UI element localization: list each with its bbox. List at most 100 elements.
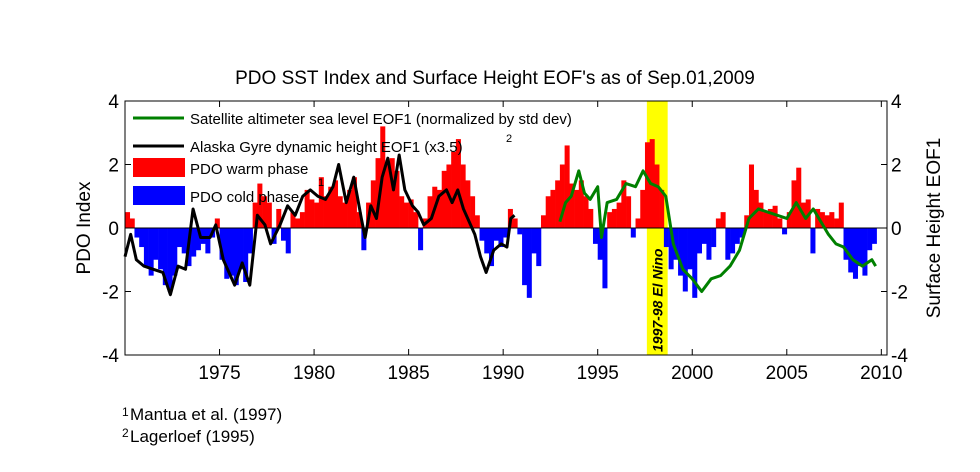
pdo-warm-bar: [427, 196, 433, 228]
alaska-gyre-line: [123, 153, 516, 297]
legend-label: Satellite altimeter sea level EOF1 (norm…: [190, 111, 572, 128]
pdo-cold-bar: [843, 228, 849, 260]
footnote-1-text: Mantua et al. (1997): [130, 405, 282, 424]
pdo-warm-bar: [257, 183, 263, 228]
y-tick-label-left: -4: [102, 346, 119, 367]
pdo-cold-bar: [195, 228, 201, 251]
pdo-warm-bar: [318, 177, 324, 228]
pdo-warm-bar: [559, 164, 565, 228]
pdo-cold-bar: [233, 228, 239, 286]
pdo-warm-bar: [545, 196, 551, 228]
pdo-cold-bar: [172, 228, 178, 276]
pdo-cold-bar: [517, 228, 523, 235]
pdo-warm-bar: [375, 158, 381, 228]
el-nino-label: 1997-98 El Nino: [649, 248, 665, 352]
pdo-cold-bar: [663, 228, 669, 248]
y-tick-label-right: -2: [891, 283, 908, 304]
pdo-warm-bar: [607, 212, 613, 228]
pdo-cold-bar: [484, 228, 490, 254]
pdo-warm-bar: [347, 189, 353, 228]
x-tick-label: 2000: [671, 363, 713, 384]
legend-footnote-mark: 2: [506, 133, 512, 145]
pdo-cold-bar: [488, 228, 495, 267]
pdo-warm-bar: [465, 180, 471, 228]
pdo-cold-bar: [597, 228, 603, 260]
pdo-cold-bar: [701, 228, 707, 244]
plot-area: 1997-98 El Nino: [123, 101, 887, 355]
pdo-cold-bar: [243, 228, 249, 282]
pdo-cold-bar: [143, 228, 149, 267]
pdo-cold-bar: [498, 228, 504, 248]
pdo-warm-bar: [626, 196, 632, 228]
pdo-cold-bar: [205, 228, 211, 254]
y-tick-label-left: 4: [108, 92, 119, 113]
pdo-cold-bar: [536, 228, 542, 267]
pdo-warm-bar: [829, 212, 835, 228]
pdo-warm-bar: [266, 202, 272, 228]
pdo-cold-bar: [493, 228, 499, 241]
pdo-warm-bar: [295, 218, 301, 228]
pdo-warm-bar: [555, 180, 561, 228]
pdo-cold-bar: [176, 228, 183, 248]
pdo-warm-bar: [588, 208, 594, 228]
pdo-warm-bar: [125, 212, 131, 228]
pdo-warm-bar: [332, 180, 339, 228]
pdo-warm-bar: [512, 218, 518, 228]
pdo-warm-bar: [583, 196, 589, 228]
pdo-cold-bar: [592, 228, 599, 244]
legend-label: Alaska Gyre dynamic height EOF1 (x3.5): [190, 139, 463, 156]
pdo-cold-bar: [668, 228, 674, 270]
pdo-cold-bar: [857, 228, 863, 267]
pdo-warm-bar: [299, 212, 305, 228]
pdo-cold-bar: [725, 228, 731, 260]
pdo-warm-bar: [314, 202, 320, 228]
pdo-warm-bar: [337, 196, 343, 228]
pdo-cold-bar: [224, 228, 230, 279]
pdo-cold-bar: [361, 228, 367, 251]
pdo-warm-bar: [644, 142, 651, 228]
y-axis-label-left: PDO Index: [74, 181, 95, 274]
legend: Satellite altimeter sea level EOF1 (norm…: [133, 111, 572, 206]
pdo-warm-bar: [659, 189, 665, 228]
pdo-cold-bar: [181, 228, 187, 254]
pdo-cold-bar: [134, 228, 140, 238]
pdo-cold-bar: [696, 228, 702, 254]
x-tick-label: 2010: [860, 363, 902, 384]
pdo-warm-bar: [389, 158, 395, 228]
pdo-warm-bar: [640, 189, 646, 228]
pdo-cold-bar: [531, 228, 537, 254]
pdo-warm-bar: [635, 218, 641, 228]
pdo-warm-bar: [309, 199, 315, 228]
pdo-cold-bar: [867, 228, 873, 251]
altimeter-line: [558, 169, 877, 293]
pdo-cold-bar: [200, 228, 206, 244]
footnote-2-text: Lagerloef (1995): [130, 427, 255, 446]
pdo-cold-bar: [148, 228, 154, 276]
pdo-warm-bar: [767, 208, 773, 228]
x-tick-label: 2005: [766, 363, 808, 384]
y-tick-label-right: 0: [891, 219, 902, 240]
pdo-cold-bar: [602, 228, 608, 289]
chart-title: PDO SST Index and Surface Height EOF's a…: [235, 68, 755, 89]
pdo-cold-bar: [522, 228, 528, 286]
pdo-warm-bar: [758, 202, 764, 228]
pdo-warm-bar: [384, 164, 391, 228]
pdo-cold-bar: [871, 228, 877, 244]
pdo-cold-bar: [158, 228, 164, 270]
x-tick-label: 1985: [387, 363, 429, 384]
pdo-cold-bar: [479, 228, 485, 241]
pdo-warm-bar: [611, 208, 617, 228]
y-tick-label-right: -4: [891, 346, 908, 367]
footnote-1-mark: 1: [122, 405, 129, 419]
pdo-warm-bar: [304, 189, 310, 228]
pdo-warm-bar: [578, 180, 584, 228]
pdo-warm-bar: [436, 189, 443, 228]
pdo-warm-bar: [834, 218, 840, 228]
y-axis-label-right: Surface Height EOF1: [924, 138, 945, 319]
pdo-warm-bar: [763, 212, 769, 228]
pdo-cold-bar: [687, 228, 693, 270]
pdo-cold-bar: [630, 228, 636, 238]
pdo-cold-bar: [739, 228, 745, 238]
x-tick-label: 1995: [577, 363, 619, 384]
